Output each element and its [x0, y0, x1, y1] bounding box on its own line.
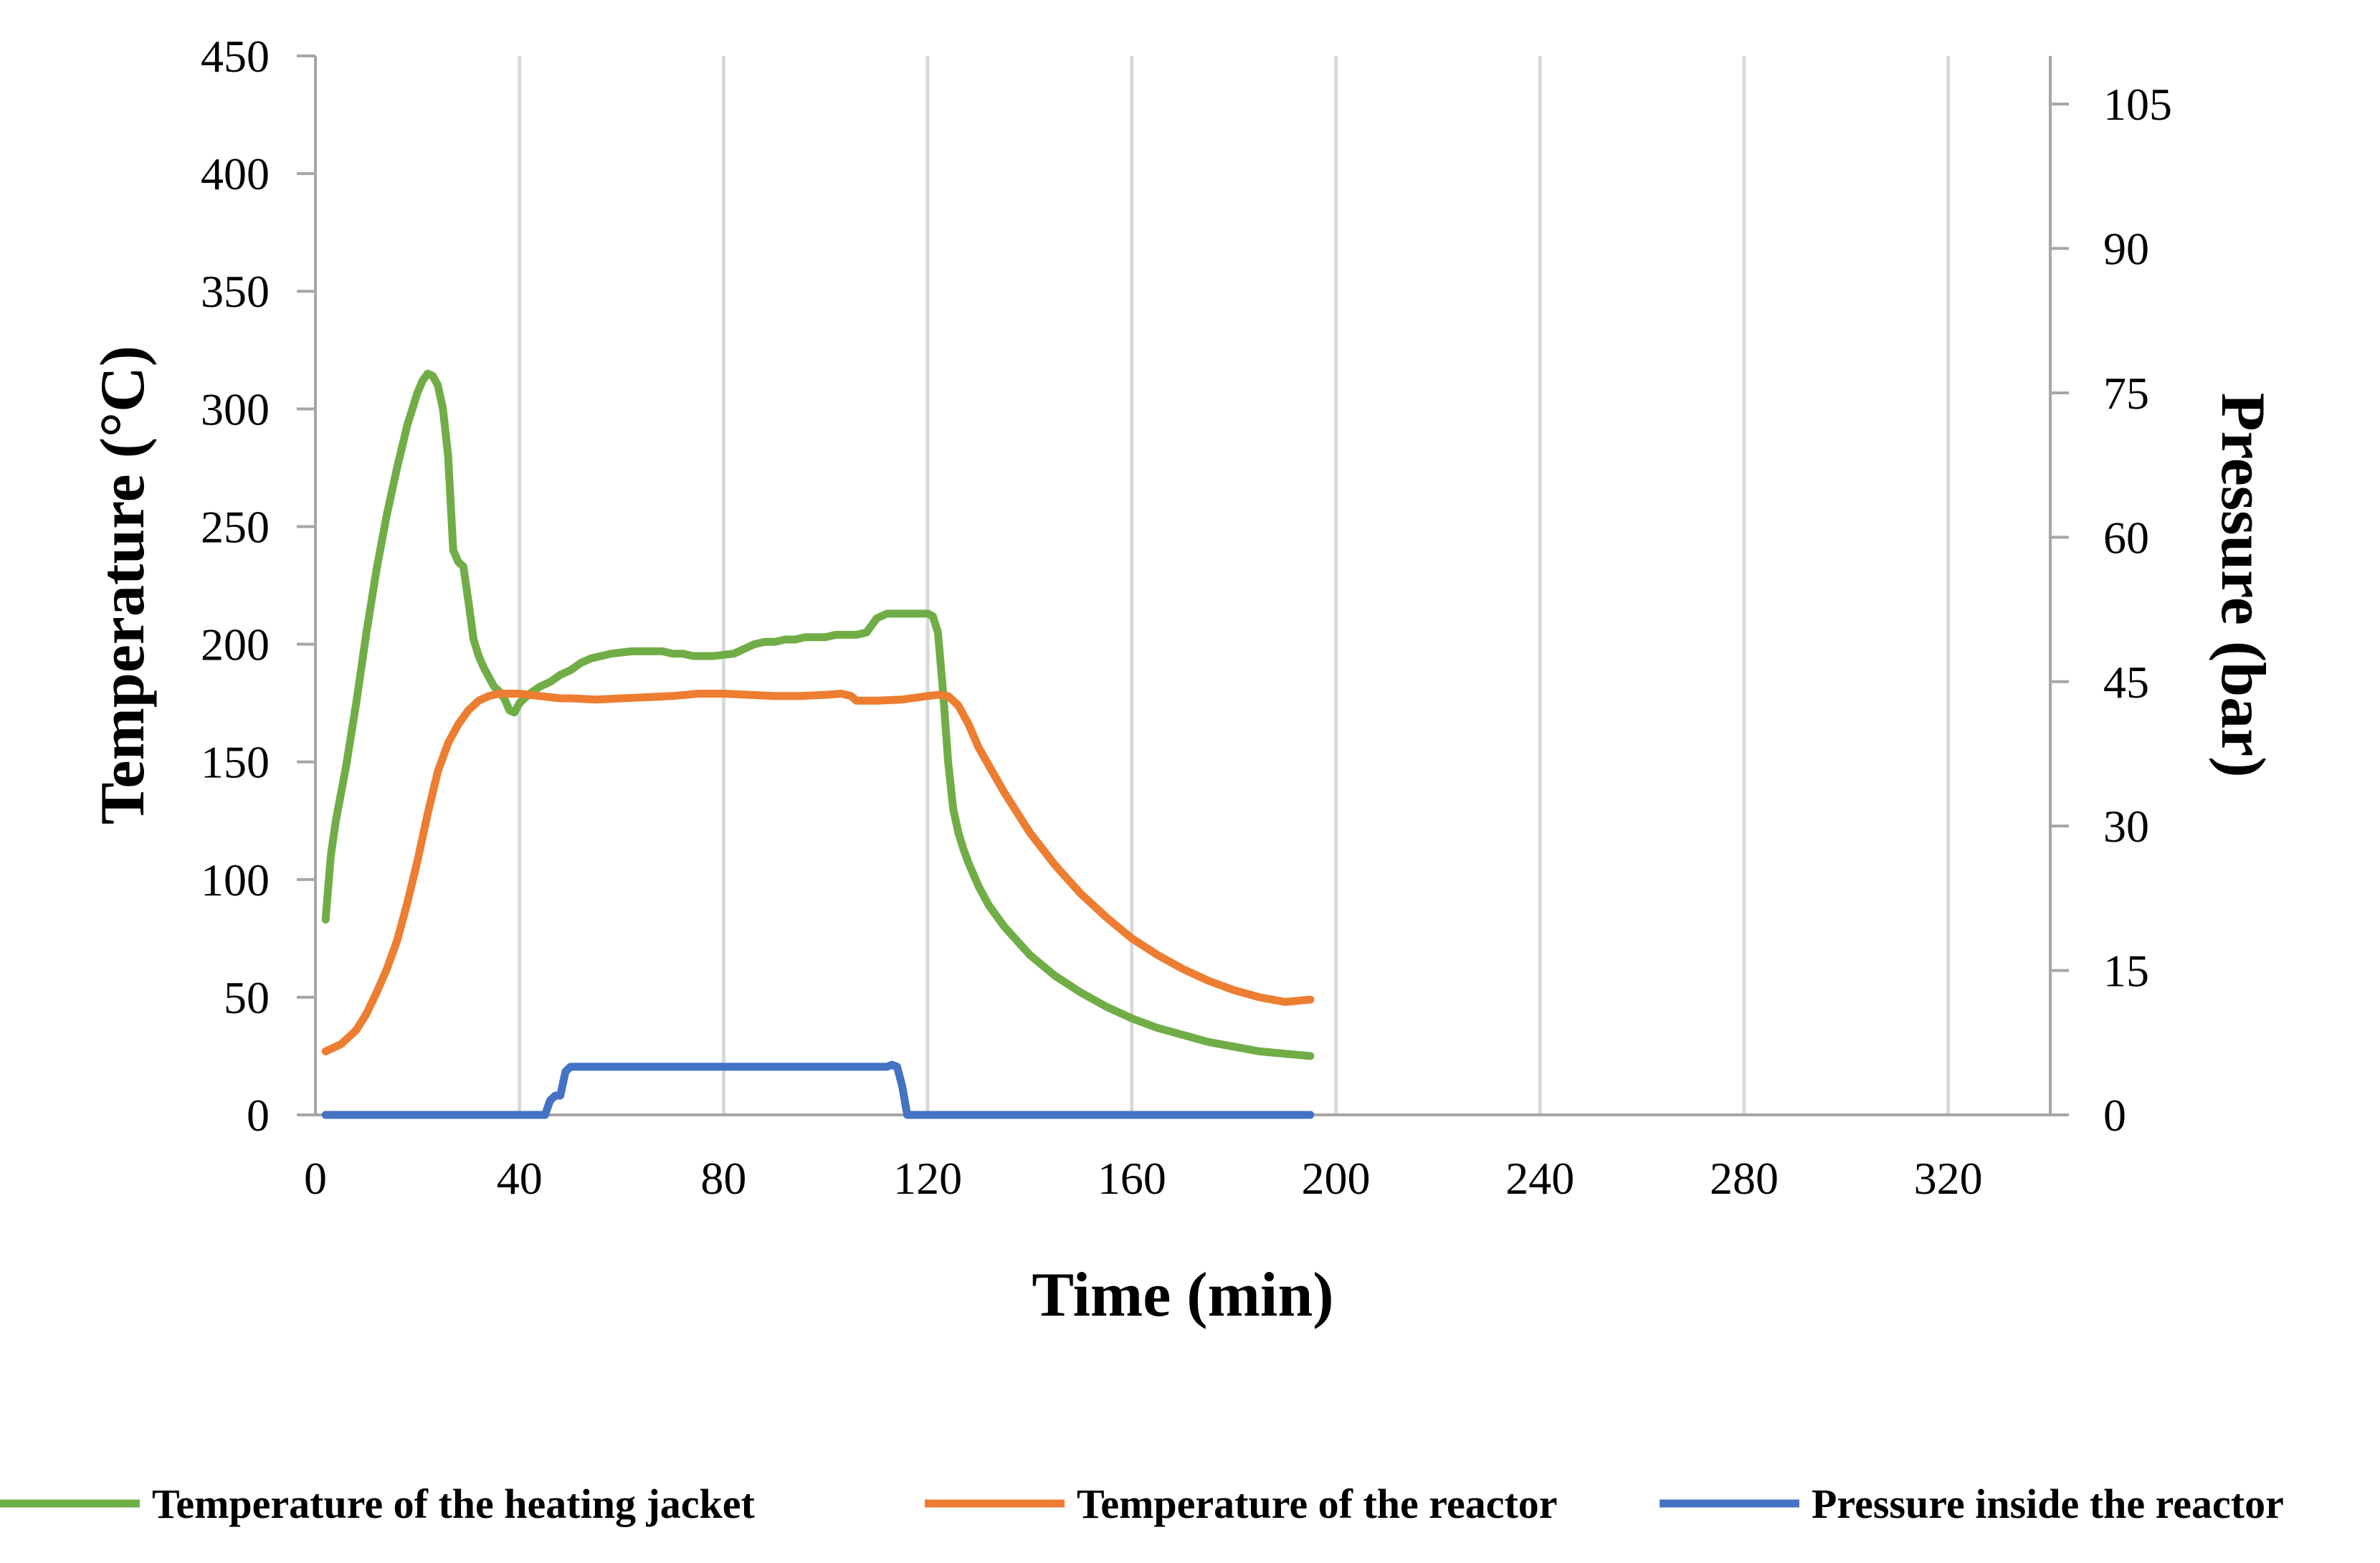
y-tick-labels-right: 0 15 30 45 60 75 90 105	[2050, 79, 2172, 1141]
y-tick-label-left: 100	[201, 855, 270, 906]
x-tick-label: 80	[700, 1153, 746, 1204]
x-tick-label: 120	[893, 1153, 962, 1204]
x-tick-label: 280	[1710, 1153, 1779, 1204]
x-tick-labels: 0 40 80 120 160 200 240 280 320	[304, 1153, 1983, 1204]
y-tick-label-left: 350	[201, 266, 270, 317]
legend-label-2: Temperature of the reactor	[1077, 1481, 1558, 1527]
y-tick-label-left: 200	[201, 619, 270, 670]
series-line-2	[321, 690, 1315, 1055]
x-tick-label: 0	[304, 1153, 327, 1204]
y-tick-label-left: 0	[247, 1090, 270, 1141]
grid-lines	[518, 56, 1951, 1115]
y-tick-label-right: 105	[2103, 79, 2172, 130]
x-tick-label: 320	[1914, 1153, 1983, 1204]
y-tick-label-right: 75	[2103, 368, 2149, 419]
legend: Temperature of the heating jacket Tempera…	[0, 1481, 2284, 1527]
series-lines	[321, 369, 1315, 1119]
x-tick-label: 160	[1098, 1153, 1166, 1204]
y-tick-label-left: 250	[201, 501, 270, 552]
x-tick-label: 200	[1302, 1153, 1371, 1204]
legend-label-3: Pressure inside the reactor	[1812, 1481, 2284, 1527]
y-tick-label-right: 30	[2103, 801, 2149, 852]
y-axis-title-left: Temperature (°C)	[88, 346, 158, 825]
x-tick-label: 240	[1505, 1153, 1574, 1204]
y-tick-label-left: 450	[201, 31, 270, 82]
x-axis-title: Time (min)	[1032, 1260, 1333, 1330]
y-tick-label-left: 300	[201, 384, 270, 434]
series-line-3	[321, 1060, 1315, 1119]
y-tick-label-right: 15	[2103, 946, 2149, 997]
x-tick-label: 40	[497, 1153, 543, 1204]
series-line-1	[321, 369, 1315, 1060]
y-tick-label-right: 60	[2103, 512, 2149, 563]
y-tick-labels-left: 0 50 100 150 200 250 300 350 400 450	[201, 31, 315, 1141]
y-tick-label-right: 45	[2103, 657, 2149, 708]
y-tick-label-right: 90	[2103, 224, 2149, 275]
y-tick-label-left: 150	[201, 737, 270, 788]
y-axis-title-right: Pressure (bar)	[2208, 393, 2277, 778]
axes	[314, 56, 2052, 1116]
y-tick-label-left: 50	[224, 972, 270, 1023]
y-tick-label-right: 0	[2103, 1090, 2126, 1141]
y-tick-label-left: 400	[201, 148, 270, 199]
legend-label-1: Temperature of the heating jacket	[152, 1481, 756, 1527]
